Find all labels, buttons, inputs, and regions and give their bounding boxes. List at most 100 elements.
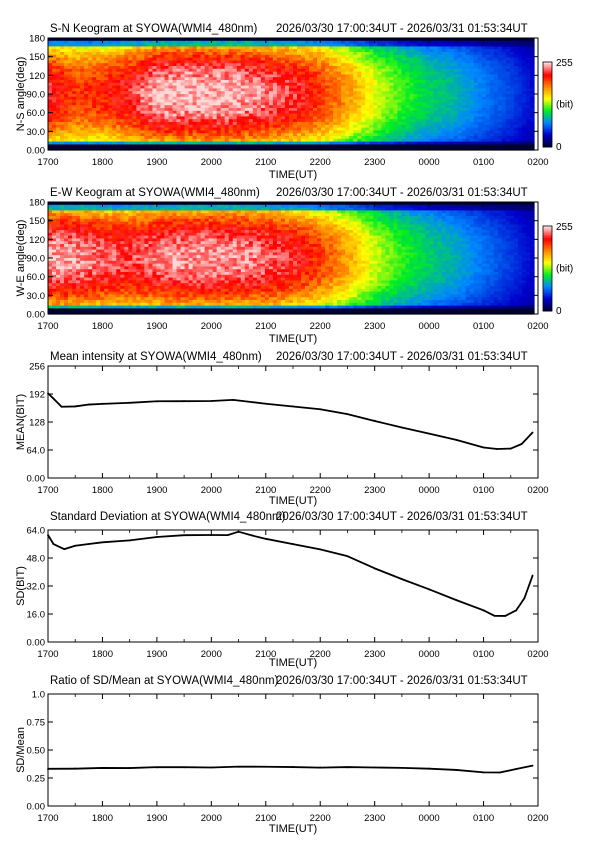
- keogram-cell: [244, 138, 250, 143]
- keogram-cell: [473, 130, 479, 134]
- keogram-cell: [164, 60, 170, 64]
- keogram-cell: [148, 113, 154, 117]
- keogram-cell: [441, 133, 447, 137]
- keogram-cell: [88, 68, 93, 73]
- keogram-cell: [365, 80, 370, 84]
- keogram-cell: [212, 80, 218, 84]
- keogram-cell: [196, 147, 202, 151]
- keogram-cell: [373, 85, 378, 89]
- keogram-cell: [272, 54, 278, 59]
- keogram-cell: [84, 119, 89, 123]
- keogram-cell: [236, 66, 242, 70]
- keogram-cell: [48, 119, 53, 123]
- keogram-cell: [264, 141, 270, 145]
- keogram-cell: [72, 77, 77, 81]
- keogram-cell: [284, 122, 290, 126]
- keogram-cell: [60, 113, 65, 117]
- keogram-cell: [305, 38, 310, 42]
- keogram-cell: [152, 66, 158, 70]
- keogram-cell: [417, 130, 423, 134]
- keogram-cell: [240, 49, 246, 53]
- keogram-cell: [80, 85, 85, 89]
- keogram-cell: [88, 124, 93, 129]
- keogram-cell: [188, 43, 194, 47]
- keogram-cell: [56, 116, 61, 120]
- keogram-cell: [369, 46, 374, 50]
- keogram-cell: [345, 63, 350, 67]
- keogram-cell: [252, 85, 258, 89]
- keogram-cell: [96, 108, 101, 112]
- keogram-cell: [485, 57, 491, 61]
- keogram-cell: [353, 110, 358, 115]
- keogram-cell: [349, 144, 354, 148]
- keogram-cell: [397, 113, 403, 117]
- keogram-cell: [48, 130, 53, 134]
- keogram-cell: [465, 122, 471, 126]
- keogram-cell: [393, 113, 399, 117]
- keogram-cell: [353, 57, 358, 61]
- keogram-cell: [176, 138, 182, 143]
- keogram-cell: [208, 119, 214, 123]
- keogram-cell: [144, 74, 150, 78]
- keogram-cell: [180, 82, 186, 87]
- keogram-cell: [429, 74, 435, 78]
- keogram-cell: [108, 80, 113, 84]
- keogram-cell: [301, 110, 306, 115]
- keogram-cell: [329, 147, 334, 151]
- keogram-cell: [108, 144, 113, 148]
- keogram-cell: [481, 60, 487, 64]
- keogram-cell: [353, 46, 358, 50]
- keogram-cell: [489, 46, 495, 50]
- keogram-cell: [216, 40, 222, 45]
- keogram-cell: [349, 54, 354, 59]
- keogram-cell: [353, 63, 358, 67]
- keogram-cell: [60, 144, 65, 148]
- keogram-cell: [305, 122, 310, 126]
- keogram-cell: [377, 66, 382, 70]
- keogram-cell: [224, 43, 230, 47]
- keogram-cell: [409, 119, 415, 123]
- keogram-cell: [413, 46, 419, 50]
- keogram-cell: [284, 57, 290, 61]
- keogram-cell: [212, 136, 218, 140]
- keogram-cell: [377, 113, 382, 117]
- keogram-cell: [124, 82, 129, 87]
- keogram-cell: [373, 88, 378, 92]
- keogram-cell: [305, 116, 310, 120]
- keogram-cell: [148, 96, 154, 101]
- keogram-cell: [297, 105, 302, 109]
- keogram-cell: [252, 147, 258, 151]
- keogram-cell: [212, 102, 218, 106]
- keogram-cell: [361, 94, 366, 98]
- keogram-cell: [200, 63, 206, 67]
- keogram-cell: [417, 141, 423, 145]
- keogram-cell: [389, 99, 395, 103]
- keogram-cell: [200, 105, 206, 109]
- keogram-cell: [337, 119, 342, 123]
- keogram-cell: [357, 94, 362, 98]
- keogram-cell: [120, 66, 125, 70]
- keogram-cell: [116, 74, 121, 78]
- keogram-cell: [152, 94, 158, 98]
- keogram-cell: [272, 71, 278, 75]
- keogram-cell: [168, 57, 174, 61]
- keogram-cell: [309, 88, 314, 92]
- keogram-cell: [128, 43, 133, 47]
- keogram-cell: [365, 96, 370, 101]
- keogram-cell: [305, 60, 310, 64]
- keogram-cell: [200, 66, 206, 70]
- keogram-cell: [313, 113, 318, 117]
- keogram-cell: [349, 40, 354, 45]
- keogram-cell: [256, 110, 262, 115]
- keogram-cell: [160, 102, 166, 106]
- keogram-cell: [385, 138, 390, 143]
- keogram-cell: [244, 127, 250, 131]
- keogram-cell: [204, 63, 210, 67]
- keogram-cell: [172, 141, 178, 145]
- keogram-cell: [96, 77, 101, 81]
- keogram-cell: [180, 138, 186, 143]
- keogram-cell: [345, 77, 350, 81]
- keogram-cell: [172, 91, 178, 95]
- keogram-cell: [88, 94, 93, 98]
- keogram-cell: [469, 82, 475, 87]
